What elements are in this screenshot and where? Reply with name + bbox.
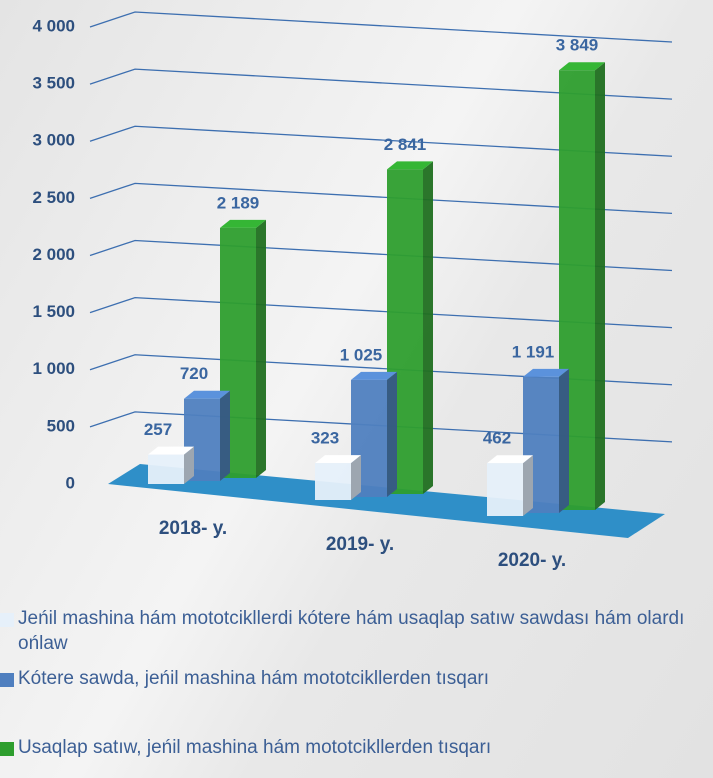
data-label: 3 849 <box>556 36 599 55</box>
data-label: 323 <box>311 429 339 448</box>
bar-top <box>315 455 361 464</box>
legend-item: Kótere sawda, jeńil mashina hám mototcik… <box>0 666 713 691</box>
bar <box>148 446 194 484</box>
bar-front <box>487 463 523 516</box>
x-tick-label: 2018- y. <box>159 518 227 539</box>
y-tick-label: 0 <box>66 473 75 492</box>
data-label: 1 191 <box>512 342 555 361</box>
bar-top <box>220 219 266 228</box>
y-tick-label: 1 500 <box>32 302 75 321</box>
legend-swatch <box>0 742 14 756</box>
grid-line <box>89 125 673 157</box>
data-label: 2 189 <box>217 193 260 212</box>
bar-side <box>523 455 533 516</box>
grid-line <box>89 239 673 272</box>
bar-side <box>351 455 361 500</box>
y-tick-label: 500 <box>47 416 75 435</box>
y-tick-label: 2 000 <box>32 245 75 264</box>
bar-top <box>559 62 605 71</box>
bar-side <box>559 368 569 513</box>
bar-side <box>423 161 433 494</box>
legend-item: Usaqlap satıw, jeńil mashina hám mototci… <box>0 735 713 760</box>
data-label: 257 <box>144 420 172 439</box>
bar-top <box>148 446 194 455</box>
legend-label: Jeńil mashina hám mototcikllerdi kótere … <box>18 608 685 654</box>
grid-line <box>89 296 673 329</box>
y-tick-label: 3 000 <box>32 131 75 150</box>
chart: 0 500 1 000 1 500 2 000 2 500 3 000 3 500 4 000 2… <box>32 11 673 571</box>
bar <box>523 368 569 513</box>
bar <box>487 455 533 516</box>
legend-swatch <box>0 673 14 687</box>
grid-line <box>89 354 673 386</box>
bar-top <box>387 161 433 170</box>
x-tick-label: 2019- y. <box>326 534 394 555</box>
grid-line <box>89 411 673 443</box>
bar-top <box>523 368 569 377</box>
data-label: 2 841 <box>384 135 427 154</box>
bar-side <box>256 219 266 479</box>
bar <box>387 161 433 494</box>
legend-swatch <box>0 613 14 627</box>
legend-label: Usaqlap satıw, jeńil mashina hám mototci… <box>18 737 492 758</box>
legend-label: Kótere sawda, jeńil mashina hám mototcik… <box>18 668 490 689</box>
y-tick-label: 1 000 <box>32 359 75 378</box>
bar-side <box>595 62 605 511</box>
floor <box>108 464 665 538</box>
bar <box>184 390 230 481</box>
y-tick-label: 3 500 <box>32 74 75 93</box>
legend: Jeńil mashina hám mototcikllerdi kótere … <box>0 606 713 770</box>
grid-line <box>89 11 673 43</box>
bar-top <box>351 371 397 380</box>
y-tick-label: 4 000 <box>32 16 75 35</box>
bar-side <box>184 446 194 484</box>
bar-front <box>315 463 351 500</box>
grid-line <box>89 68 673 100</box>
y-tick-label: 2 500 <box>32 188 75 207</box>
bar-side <box>387 371 397 497</box>
bar-top <box>487 455 533 464</box>
data-label: 462 <box>483 429 511 448</box>
data-label: 1 025 <box>340 345 383 364</box>
bar-side <box>220 390 230 481</box>
legend-item: Jeńil mashina hám mototcikllerdi kótere … <box>0 606 713 656</box>
grid-line <box>89 182 673 215</box>
bar <box>315 455 361 500</box>
bar-front <box>148 454 184 484</box>
data-label: 720 <box>180 364 208 383</box>
x-tick-label: 2020- y. <box>498 550 566 571</box>
bar-top <box>184 390 230 399</box>
